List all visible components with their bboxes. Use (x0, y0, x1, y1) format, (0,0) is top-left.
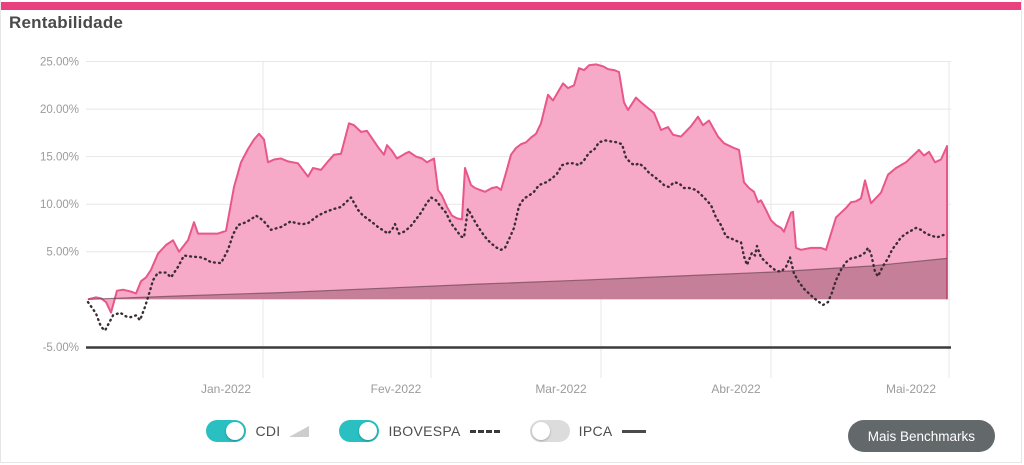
page-title: Rentabilidade (9, 13, 124, 32)
x-tick-label: Mai-2022 (886, 382, 936, 396)
benchmark-legend: CDI IBOVESPA IPCA (1, 420, 851, 442)
x-tick-label: Jan-2022 (201, 382, 251, 396)
legend-item-cdi: CDI (206, 420, 310, 442)
x-tick-label: Mar-2022 (535, 382, 587, 396)
chart-canvas: 25.00% 20.00% 15.00% 10.00% 5.00% -5.00% Jan-2… (40, 57, 951, 396)
y-tick-label: 20.00% (40, 104, 79, 116)
accent-top-bar (1, 2, 1021, 10)
legend-label-ibovespa: IBOVESPA (388, 423, 461, 439)
toggle-knob (531, 422, 550, 440)
y-tick-label: 5.00% (46, 247, 79, 259)
series-cdi-area (88, 258, 947, 300)
x-tick-label: Abr-2022 (711, 382, 761, 396)
legend-item-ipca: IPCA (529, 420, 646, 442)
y-tick-label: 25.00% (40, 57, 79, 69)
toggle-knob (359, 422, 378, 440)
more-benchmarks-button[interactable]: Mais Benchmarks (847, 420, 995, 452)
y-tick-label: 15.00% (40, 152, 79, 164)
toggle-ibovespa[interactable] (339, 420, 380, 442)
x-tick-label: Fev-2022 (371, 382, 422, 396)
series-ibovespa-line (86, 139, 949, 332)
area-swatch-icon (289, 425, 310, 437)
toggle-cdi[interactable] (206, 420, 247, 442)
legend-label-ipca: IPCA (578, 423, 613, 439)
y-tick-label: -5.00% (43, 342, 79, 354)
series-fundo-line (87, 63, 948, 314)
y-tick-label: 10.00% (40, 199, 79, 211)
toggle-knob (226, 422, 245, 440)
solid-line-icon (621, 429, 646, 433)
dashed-line-icon (469, 429, 500, 433)
toggle-ipca[interactable] (529, 420, 570, 442)
rentabilidade-chart[interactable]: 25.00% 20.00% 15.00% 10.00% 5.00% -5.00% Jan-2… (1, 0, 1024, 410)
series-cdi-line (87, 257, 948, 300)
series-fundo-area (88, 64, 947, 313)
legend-item-ibovespa: IBOVESPA (339, 420, 500, 442)
legend-label-cdi: CDI (255, 423, 281, 439)
